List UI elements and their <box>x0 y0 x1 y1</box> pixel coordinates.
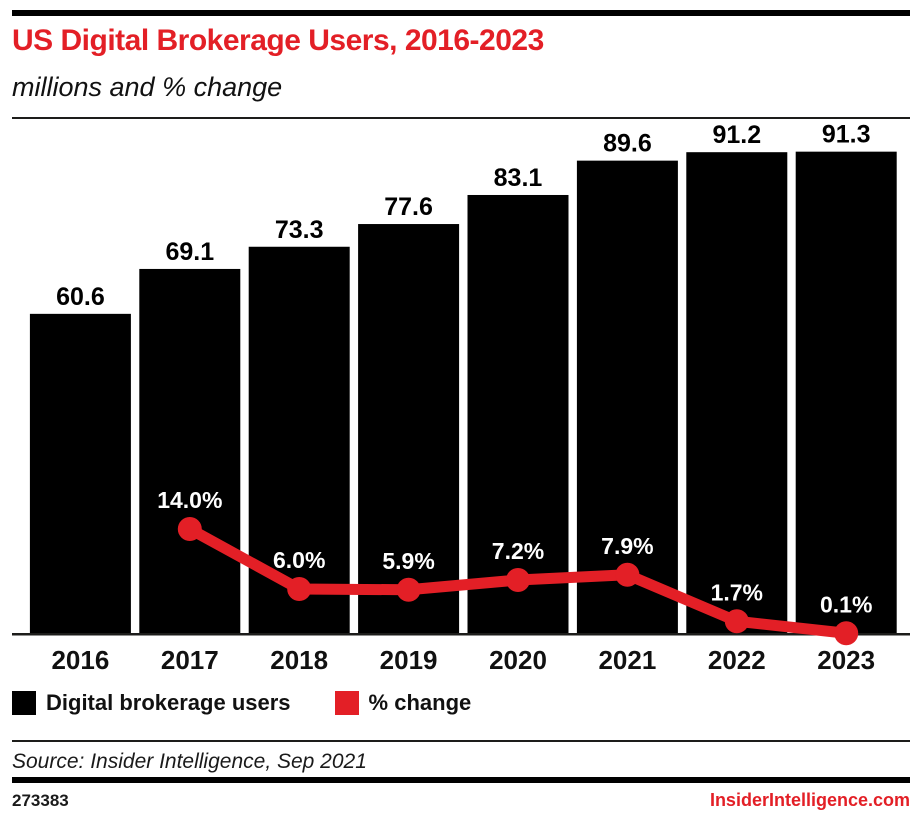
x-axis-label-2022: 2022 <box>708 645 766 675</box>
bar-value-label-2020: 83.1 <box>494 164 543 192</box>
chart-legend: Digital brokerage users % change <box>12 690 471 716</box>
pct-label-2023: 0.1% <box>820 591 872 617</box>
chart-canvas: 60.6 69.1 73.3 77.6 83.1 89.6 91.2 91.3 14.0% 6.0… <box>12 121 910 675</box>
line-point-2018 <box>287 577 312 601</box>
legend-swatch-line-icon <box>334 691 359 715</box>
x-axis-label-2018: 2018 <box>270 645 328 675</box>
line-point-2020 <box>506 568 530 592</box>
bar-2017 <box>139 268 241 634</box>
bar-2019 <box>358 224 460 635</box>
line-point-2019 <box>396 577 421 602</box>
footer-rule <box>12 777 910 783</box>
bar-value-label-2023: 91.3 <box>822 121 871 149</box>
header-rule <box>12 117 910 119</box>
site-link[interactable]: InsiderIntelligence.com <box>709 790 910 810</box>
x-axis-label-2016: 2016 <box>51 645 109 675</box>
chart-id: 273383 <box>12 791 69 810</box>
bar-value-label-2021: 89.6 <box>603 130 652 158</box>
bar-2022 <box>686 152 788 634</box>
x-axis-label-2021: 2021 <box>598 645 656 675</box>
legend-swatch-bars-icon <box>12 691 36 715</box>
x-axis-label-2023: 2023 <box>817 645 875 675</box>
source-rule <box>12 740 910 742</box>
footer-row: 273383 InsiderIntelligence.com <box>12 790 910 811</box>
line-point-2022 <box>724 609 749 634</box>
legend-item-line: % change <box>334 690 472 716</box>
top-rule <box>12 10 910 16</box>
chart-subtitle: millions and % change <box>12 72 283 102</box>
bar-2021 <box>576 160 678 635</box>
bar-value-label-2016: 60.6 <box>56 283 105 311</box>
pct-label-2020: 7.2% <box>492 538 544 564</box>
bar-value-label-2019: 77.6 <box>384 193 433 221</box>
bar-value-label-2022: 91.2 <box>712 121 761 149</box>
x-axis-label-2017: 2017 <box>161 645 219 675</box>
line-point-2021 <box>615 562 640 587</box>
bar-value-label-2018: 73.3 <box>275 216 324 244</box>
pct-label-2021: 7.9% <box>601 533 653 559</box>
pct-label-2017: 14.0% <box>157 487 222 513</box>
pct-label-2022: 1.7% <box>711 579 763 605</box>
bar-2018 <box>248 246 350 634</box>
bar-2016 <box>29 313 131 634</box>
line-point-2023 <box>834 621 859 646</box>
pct-label-2018: 6.0% <box>273 547 325 573</box>
bar-2020 <box>467 194 569 634</box>
legend-label-bars: Digital brokerage users <box>46 690 291 715</box>
legend-label-line: % change <box>368 690 472 715</box>
x-axis-label-2019: 2019 <box>380 645 438 675</box>
x-axis-line <box>12 633 910 636</box>
bar-2023 <box>795 151 897 634</box>
legend-item-bars: Digital brokerage users <box>12 690 291 716</box>
line-point-2017 <box>177 517 202 541</box>
x-axis-label-2020: 2020 <box>489 645 547 675</box>
source-note: Source: Insider Intelligence, Sep 2021 <box>12 750 367 773</box>
pct-label-2019: 5.9% <box>382 548 434 574</box>
bar-value-label-2017: 69.1 <box>165 238 214 266</box>
chart-title: US Digital Brokerage Users, 2016-2023 <box>12 24 544 57</box>
